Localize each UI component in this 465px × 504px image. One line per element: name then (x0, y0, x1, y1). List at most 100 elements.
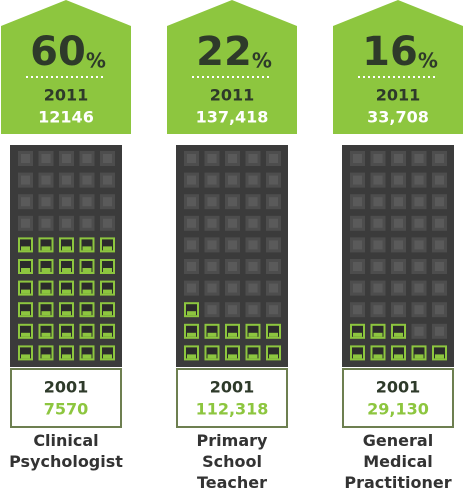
window-light (21, 332, 30, 337)
window-pane (394, 218, 403, 228)
window-pane (373, 197, 383, 207)
window-pane (21, 175, 30, 185)
window-pane (187, 154, 196, 163)
window-pane (228, 283, 237, 293)
percent-unit: % (418, 49, 438, 73)
window-pane (373, 305, 383, 315)
window-light (41, 246, 51, 251)
window-light (82, 246, 92, 251)
window-pane (228, 175, 237, 185)
window-light (62, 354, 71, 359)
window-pane (21, 218, 30, 228)
window-light (62, 311, 71, 316)
window-pane (414, 197, 424, 207)
window-light (21, 289, 30, 294)
window-pane (269, 218, 278, 228)
count-recent: 33,708 (367, 108, 429, 127)
window-pane (207, 262, 217, 271)
window-pane (435, 218, 444, 228)
window-pane (414, 175, 424, 185)
window-light (248, 332, 258, 337)
window-pane (228, 240, 237, 250)
window-pane (62, 154, 71, 163)
window-pane (187, 283, 196, 293)
window-pane (394, 240, 403, 250)
window-pane (207, 283, 217, 293)
window-pane (414, 305, 424, 315)
window-light (435, 354, 444, 359)
window-pane (414, 154, 424, 163)
window-pane (435, 326, 444, 336)
window-pane (435, 262, 444, 271)
year-past: 2001 (44, 378, 89, 397)
window-pane (435, 175, 444, 185)
window-pane (269, 262, 278, 271)
house-roof (1, 0, 131, 134)
year-recent: 2011 (376, 86, 421, 105)
lit-windows (18, 237, 115, 361)
window-light (353, 354, 362, 359)
window-pane (353, 175, 362, 185)
window-pane (248, 154, 258, 163)
window-light (269, 354, 278, 359)
base-box (176, 368, 288, 428)
window-pane (103, 175, 112, 185)
window-pane (187, 218, 196, 228)
window-pane (394, 175, 403, 185)
count-past: 7570 (44, 400, 89, 419)
count-past: 112,318 (196, 400, 269, 419)
window-pane (41, 154, 51, 163)
window-light (353, 332, 362, 337)
window-light (41, 332, 51, 337)
window-pane (353, 218, 362, 228)
window-light (21, 354, 30, 359)
window-pane (62, 218, 71, 228)
window-light (41, 311, 51, 316)
window-light (414, 354, 424, 359)
window-pane (435, 154, 444, 163)
window-pane (394, 154, 403, 163)
window-light (228, 354, 237, 359)
category-label: General Medical Practitioner (344, 431, 452, 492)
window-light (82, 311, 92, 316)
window-light (187, 332, 196, 337)
window-pane (353, 262, 362, 271)
window-pane (21, 154, 30, 163)
house-roof (333, 0, 463, 134)
window-pane (187, 197, 196, 207)
window-light (228, 332, 237, 337)
window-light (269, 332, 278, 337)
window-pane (269, 305, 278, 315)
window-pane (269, 175, 278, 185)
window-light (21, 268, 30, 272)
window-light (103, 246, 112, 251)
window-pane (228, 305, 237, 315)
window-pane (103, 154, 112, 163)
window-light (41, 354, 51, 359)
window-pane (207, 305, 217, 315)
window-light (62, 289, 71, 294)
year-recent: 2011 (210, 86, 255, 105)
window-pane (373, 218, 383, 228)
window-pane (248, 262, 258, 271)
window-light (21, 311, 30, 316)
window-light (103, 268, 112, 272)
window-pane (41, 197, 51, 207)
window-light (187, 354, 196, 359)
window-light (394, 354, 403, 359)
window-light (103, 311, 112, 316)
count-past: 29,130 (367, 400, 429, 419)
window-pane (269, 240, 278, 250)
percent-label: 22 (196, 29, 252, 75)
window-pane (353, 283, 362, 293)
window-pane (414, 283, 424, 293)
percent-unit: % (86, 49, 106, 73)
base-box (10, 368, 122, 428)
window-light (394, 332, 403, 337)
window-pane (21, 197, 30, 207)
window-pane (41, 175, 51, 185)
window-light (103, 289, 112, 294)
window-pane (394, 262, 403, 271)
